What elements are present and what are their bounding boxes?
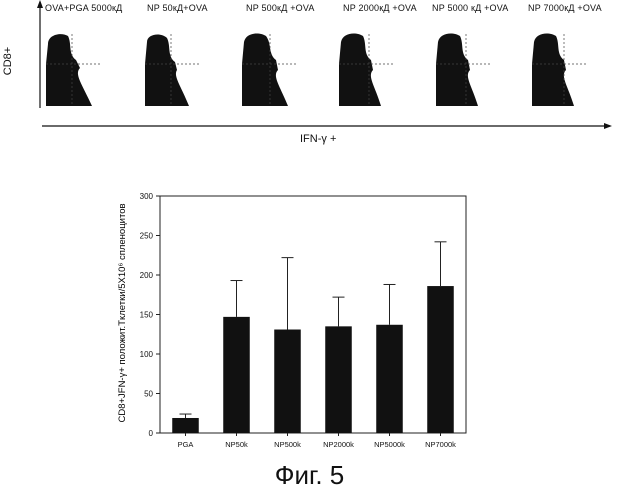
bar [376, 325, 403, 433]
bar [325, 326, 352, 433]
bar [223, 317, 250, 433]
y-tick-label: 300 [140, 192, 154, 201]
y-tick-label: 50 [144, 390, 153, 399]
bar-chart: CD8+JFN-γ+ положит.Tклетки/5X10⁶ спленоц… [0, 0, 619, 460]
x-tick-label: NP2000k [323, 440, 354, 449]
y-tick-label: 0 [149, 429, 154, 438]
y-tick-label: 200 [140, 271, 154, 280]
bar [274, 330, 301, 433]
figure-caption: Фиг. 5 [0, 460, 619, 491]
bar [427, 286, 454, 433]
x-tick-label: NP50k [225, 440, 248, 449]
x-tick-label: PGA [178, 440, 194, 449]
y-tick-label: 250 [140, 232, 154, 241]
x-tick-label: NP7000k [425, 440, 456, 449]
bar-chart-y-axis-label: CD8+JFN-γ+ положит.Tклетки/5X10⁶ спленоц… [117, 203, 128, 422]
plot-frame [160, 196, 466, 433]
y-tick-label: 100 [140, 350, 154, 359]
x-tick-label: NP5000k [374, 440, 405, 449]
x-tick-label: NP500k [274, 440, 301, 449]
y-tick-label: 150 [140, 311, 154, 320]
bar [172, 418, 199, 433]
